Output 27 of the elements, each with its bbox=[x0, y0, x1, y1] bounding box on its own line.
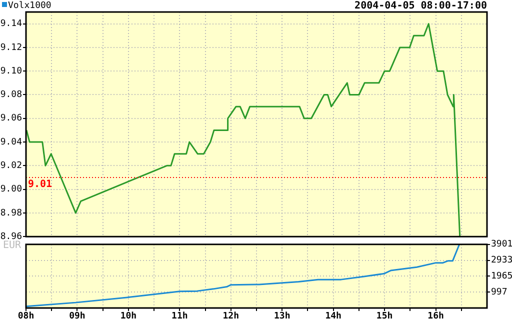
y-tick-label: 9.10 bbox=[0, 66, 22, 76]
y-tick-label: 2933 bbox=[491, 256, 512, 266]
x-tick-label: 10h bbox=[120, 312, 137, 320]
x-tick-label: 13h bbox=[274, 312, 290, 320]
y-tick-label: 997 bbox=[491, 287, 508, 298]
x-tick-label: 14h bbox=[325, 312, 342, 320]
y-tick-label: 9.04 bbox=[0, 137, 22, 148]
y-tick-label: 9.14 bbox=[0, 19, 22, 30]
y-tick-label: 8.98 bbox=[0, 208, 22, 218]
y-tick-label: 3901 bbox=[491, 240, 512, 250]
ref-line-label: 9.01 bbox=[28, 179, 52, 190]
y-tick-label: 9.12 bbox=[0, 42, 22, 53]
x-tick-label: 09h bbox=[69, 312, 86, 320]
chart-title: 2004-04-05 08:00-17:00 bbox=[354, 0, 487, 12]
x-tick-label: 15h bbox=[376, 312, 393, 320]
y-tick-label: 9.06 bbox=[0, 114, 22, 124]
y-tick-label: 9.02 bbox=[0, 161, 22, 172]
y-tick-label: 9.00 bbox=[0, 184, 22, 195]
x-tick-label: 08h bbox=[18, 312, 34, 320]
x-tick-label: 11h bbox=[172, 312, 188, 320]
x-tick-label: 16h bbox=[428, 312, 444, 320]
x-tick-label: 12h bbox=[222, 312, 240, 320]
y-tick-label: 1965 bbox=[491, 272, 512, 282]
y-tick-label: 9.08 bbox=[0, 90, 22, 100]
y-tick-label: 8.96 bbox=[0, 232, 22, 242]
y-axis-title: EUR bbox=[3, 240, 22, 251]
legend-label: Volx1000 bbox=[7, 1, 52, 11]
